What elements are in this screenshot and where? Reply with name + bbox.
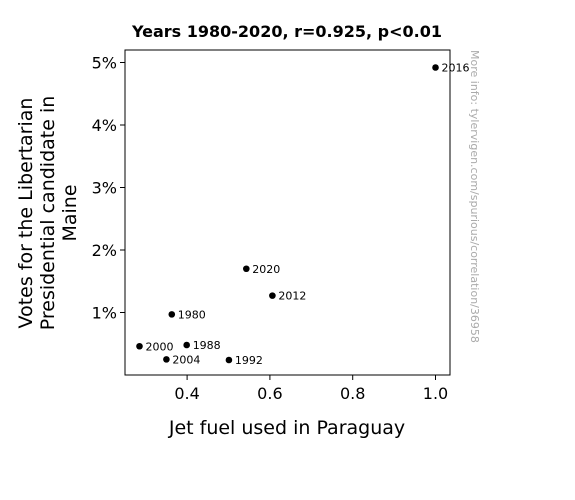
x-axis-label: Jet fuel used in Paraguay xyxy=(168,417,405,439)
y-tick-label: 1% xyxy=(92,304,117,323)
watermark-text: More info: tylervigen.com/spurious/corre… xyxy=(468,50,481,343)
data-point xyxy=(432,64,439,71)
data-point-label: 1992 xyxy=(235,354,263,367)
data-point xyxy=(243,265,250,273)
x-tick-label: 0.4 xyxy=(174,384,199,403)
y-axis-label-line-2: Presidential candidate in xyxy=(37,96,59,331)
x-tick-label: 1.0 xyxy=(423,384,448,403)
plot-frame xyxy=(124,49,451,376)
x-tick-label: 0.8 xyxy=(340,384,365,403)
y-axis-label-line-1: Votes for the Libertarian xyxy=(15,98,37,329)
data-point-label: 1988 xyxy=(193,339,221,352)
data-point xyxy=(225,356,233,364)
data-point-label: 2020 xyxy=(252,263,280,276)
data-point-label: 1980 xyxy=(178,308,206,321)
y-axis-label-line-3: Maine xyxy=(59,184,81,241)
data-point-label: 2004 xyxy=(172,353,200,366)
data-point xyxy=(163,356,170,363)
chart-title: Years 1980-2020, r=0.925, p<0.01 xyxy=(131,22,442,41)
data-point-label: 2012 xyxy=(278,290,306,303)
data-point-label: 2000 xyxy=(145,340,173,353)
data-point xyxy=(183,341,190,349)
x-axis: 0.4 0.6 0.8 1.0 xyxy=(174,375,448,403)
data-point xyxy=(168,311,176,318)
x-tick-label: 0.6 xyxy=(257,384,282,403)
data-point xyxy=(269,292,276,299)
watermark: More info: tylervigen.com/spurious/corre… xyxy=(468,50,481,343)
y-tick-label: 5% xyxy=(92,54,117,73)
data-point-label: 2016 xyxy=(442,62,470,75)
y-tick-label: 2% xyxy=(92,241,117,260)
data-point xyxy=(136,342,143,350)
y-axis: 1% 2% 3% 4% 5% xyxy=(92,54,125,323)
y-axis-label: Votes for the Libertarian Presidential c… xyxy=(15,96,81,331)
y-tick-label: 4% xyxy=(92,116,117,135)
y-tick-label: 3% xyxy=(92,179,117,198)
